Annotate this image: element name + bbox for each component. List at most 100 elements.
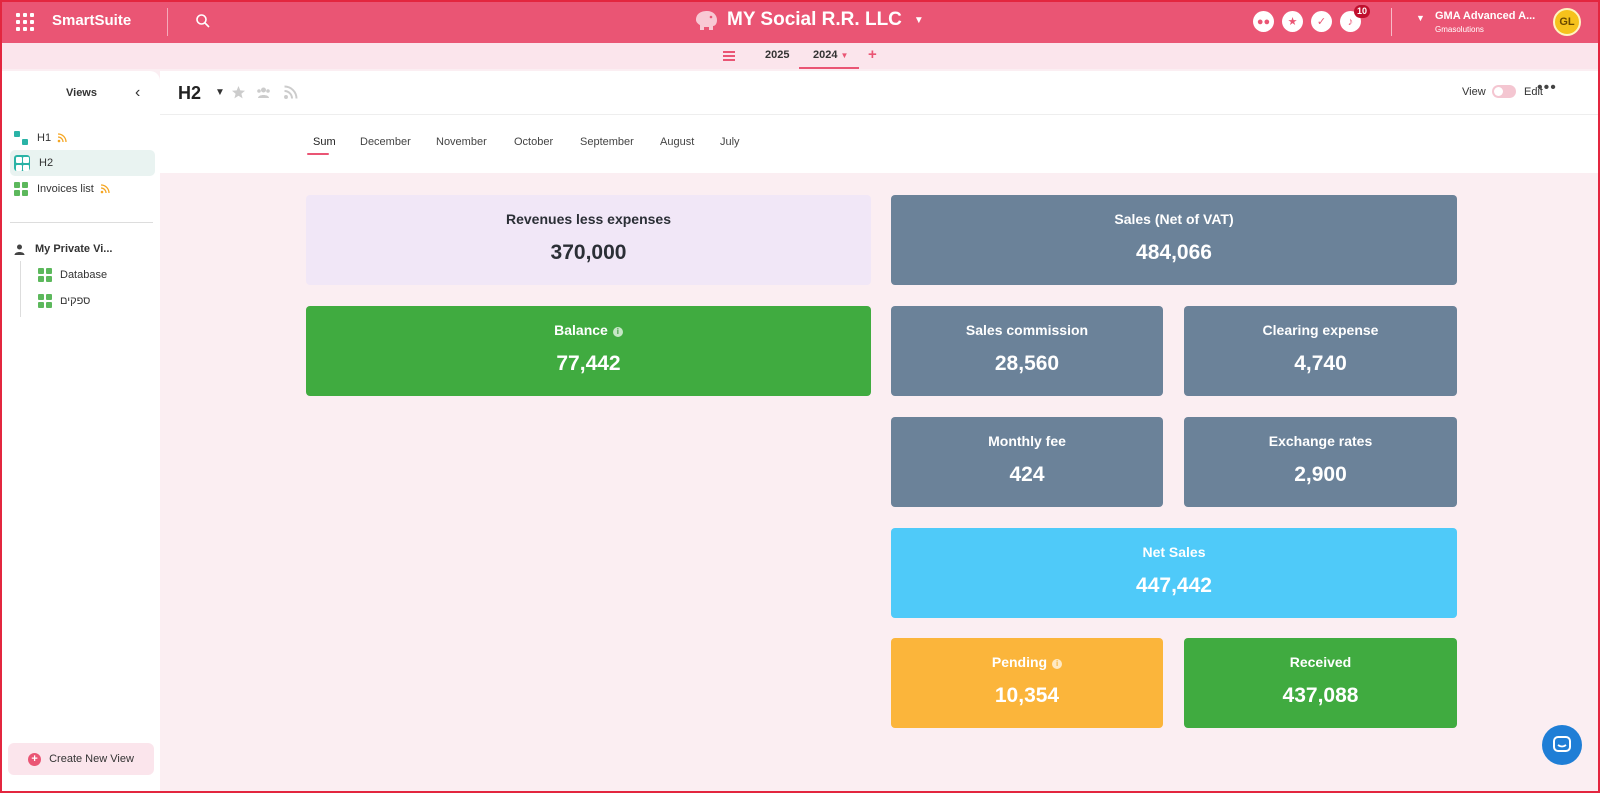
sidebar-item-h2[interactable]: H2 (10, 150, 155, 176)
info-icon[interactable]: i (1052, 659, 1063, 669)
top-icons: ●● ★ ✓ ♪ 10 (1253, 5, 1370, 32)
divider (167, 8, 168, 36)
sidebar-item-invoices-list[interactable]: Invoices list (10, 176, 155, 202)
user-org: Gmasolutions (1435, 25, 1484, 34)
card-value: 77,442 (556, 352, 621, 375)
person-icon (14, 244, 25, 255)
year-tab-2025[interactable]: 2025 (765, 49, 790, 61)
card-label: Clearing expense (1262, 322, 1379, 338)
tab-july[interactable]: July (720, 136, 740, 148)
divider (1391, 8, 1392, 36)
add-year-button[interactable]: + (868, 46, 877, 63)
private-views-group[interactable]: My Private Vi... (14, 243, 112, 255)
top-bar: SmartSuite MY Social R.R. LLC ▼ ●● ★ ✓ ♪… (0, 0, 1600, 43)
plus-icon: + (28, 752, 42, 766)
monthly-fee-card[interactable]: Monthly fee 424 (891, 417, 1163, 507)
page-title[interactable]: H2 (178, 83, 202, 103)
active-year-underline (799, 67, 859, 69)
grid-view-icon (38, 268, 52, 282)
apps-grid-icon[interactable] (16, 13, 34, 31)
check-icon[interactable]: ✓ (1311, 11, 1332, 32)
tabs-bar: Sum December November October September … (160, 115, 1598, 173)
clearing-card[interactable]: Clearing expense 4,740 (1184, 306, 1457, 396)
chevron-down-icon[interactable]: ▼ (1416, 13, 1425, 23)
card-value: 424 (1009, 463, 1045, 486)
star-icon[interactable] (231, 85, 246, 100)
tab-december[interactable]: December (360, 136, 411, 148)
chat-support-button[interactable] (1542, 725, 1582, 765)
sidebar-item-label: ספקים (60, 295, 91, 307)
net-sales-card[interactable]: Net Sales 447,442 (891, 528, 1457, 618)
rss-icon[interactable] (283, 85, 298, 100)
info-icon[interactable]: i (612, 327, 623, 337)
notification-badge: 10 (1353, 5, 1370, 18)
sidebar-item-suppliers[interactable]: ספקים (38, 294, 90, 308)
private-views-label: My Private Vi... (35, 243, 113, 255)
exchange-card[interactable]: Exchange rates 2,900 (1184, 417, 1457, 507)
revenues-card[interactable]: Revenues less expenses 370,000 (306, 195, 871, 285)
sidebar-item-label: H1 (37, 132, 52, 144)
chat-icon (1553, 736, 1571, 752)
search-icon[interactable] (195, 13, 211, 29)
user-name[interactable]: GMA Advanced A... (1435, 10, 1536, 22)
grid-view-icon (14, 182, 28, 196)
received-card[interactable]: Received 437,088 (1184, 638, 1457, 728)
year-tab-2024[interactable]: 2024 ▼ (813, 49, 849, 61)
chevron-down-icon: ▼ (913, 14, 924, 26)
card-label: Exchange rates (1268, 433, 1373, 449)
view-edit-toggle[interactable] (1492, 85, 1516, 98)
tab-october[interactable]: October (514, 136, 554, 148)
card-label: Received (1289, 654, 1352, 670)
dashboard-icon (14, 155, 30, 171)
balance-card[interactable]: Balance i 77,442 (306, 306, 871, 396)
sidebar-item-label: Invoices list (37, 183, 94, 195)
dashboard-icon (14, 131, 28, 145)
menu-icon[interactable] (723, 51, 735, 61)
card-label-row: Balance i (306, 322, 871, 338)
divider (10, 222, 153, 223)
card-value: 484,066 (1136, 241, 1212, 264)
chevron-left-icon[interactable]: ‹ (135, 84, 141, 101)
card-label: Revenues less expenses (506, 211, 671, 227)
card-value: 28,560 (994, 352, 1060, 375)
chevron-down-icon[interactable]: ▼ (215, 87, 225, 98)
tab-august[interactable]: August (660, 136, 695, 148)
toggle-edit-label: Edit (1524, 86, 1543, 98)
card-value: 10,354 (994, 684, 1060, 707)
view-header: H2 ▼ View Edit ••• (160, 71, 1598, 115)
card-value: 370,000 (550, 241, 627, 264)
card-label: Net Sales (1142, 544, 1206, 560)
tab-sum[interactable]: Sum (313, 136, 336, 148)
create-new-view-button[interactable]: + Create New View (8, 743, 154, 775)
elephant-logo-icon (696, 11, 717, 30)
star-icon[interactable]: ★ (1282, 11, 1303, 32)
views-sidebar: Views ‹ H1 H2 Invoices list My Private V… (2, 71, 160, 791)
more-options-icon[interactable]: ••• (1537, 79, 1557, 96)
active-tab-underline (307, 153, 329, 155)
workspace-switcher[interactable]: MY Social R.R. LLC ▼ (693, 8, 924, 32)
team-icon[interactable]: ●● (1253, 11, 1274, 32)
pending-card[interactable]: Pending i 10,354 (891, 638, 1163, 728)
tab-november[interactable]: November (436, 136, 487, 148)
rss-icon (100, 184, 110, 194)
team-icon[interactable] (256, 85, 271, 100)
sales-card[interactable]: Sales (Net of VAT) 484,066 (891, 195, 1457, 285)
card-label: Pending (991, 654, 1048, 670)
card-label: Monthly fee (988, 433, 1066, 449)
card-label: Sales commission (965, 322, 1089, 338)
grid-view-icon (38, 294, 52, 308)
toggle-view-label: View (1462, 86, 1486, 98)
sidebar-item-h1[interactable]: H1 (10, 125, 155, 151)
notification-icon[interactable]: ♪ 10 (1340, 5, 1370, 32)
sidebar-title: Views (66, 87, 97, 99)
tab-september[interactable]: September (580, 136, 634, 148)
tree-line (20, 261, 21, 317)
rss-icon (57, 133, 67, 143)
sidebar-item-database[interactable]: Database (38, 268, 107, 282)
sidebar-item-label: Database (60, 269, 108, 281)
card-value: 437,088 (1282, 684, 1359, 707)
commission-card[interactable]: Sales commission 28,560 (891, 306, 1163, 396)
brand-name[interactable]: SmartSuite (52, 12, 132, 29)
card-value: 447,442 (1136, 574, 1212, 597)
avatar[interactable]: GL (1553, 8, 1581, 36)
